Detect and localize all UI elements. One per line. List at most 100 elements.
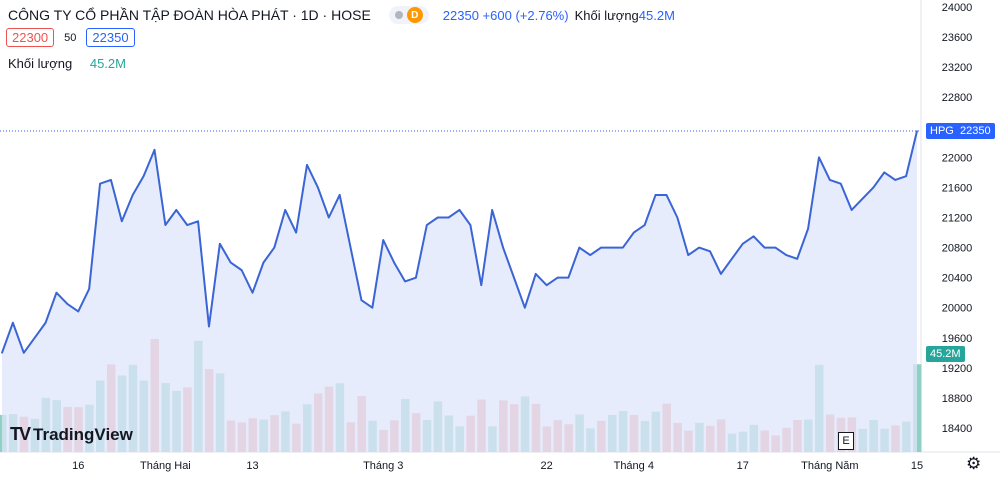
price-point <box>295 231 297 234</box>
price-point <box>22 352 25 354</box>
price-point <box>589 254 592 256</box>
tradingview-logo-text: TradingView <box>33 424 133 444</box>
price-area-fill <box>2 131 917 452</box>
price-label-value: 22350 <box>959 125 991 137</box>
price-point <box>164 224 167 226</box>
bid-button[interactable]: 22300 <box>6 28 55 47</box>
tradingview-logo[interactable]: TV TradingView <box>10 424 133 445</box>
price-point <box>371 306 374 309</box>
price-point <box>382 239 385 241</box>
price-point <box>110 179 112 181</box>
legend-volume-value: 45.2M <box>638 7 675 23</box>
price-point <box>77 310 80 313</box>
price-point <box>741 243 744 245</box>
y-tick-label: 18800 <box>942 393 973 405</box>
price-point <box>600 246 602 249</box>
price-point <box>796 258 798 260</box>
price-point <box>894 179 897 181</box>
price-point <box>197 220 199 223</box>
volume-legend-label: Khối lượng <box>8 56 73 71</box>
x-tick-label: Tháng Năm <box>801 460 858 472</box>
settings-gear-icon[interactable]: ⚙ <box>966 454 982 473</box>
status-dot-icon <box>394 11 403 19</box>
quote-change: 22350 +600 (+2.76%) <box>442 7 569 23</box>
price-point <box>175 209 178 211</box>
price-point <box>262 261 265 264</box>
x-tick-label: 22 <box>541 460 553 472</box>
price-point <box>883 171 886 174</box>
price-point <box>643 224 646 226</box>
price-point <box>850 209 853 211</box>
price-point <box>545 284 548 286</box>
price-point <box>839 182 842 185</box>
price-point <box>916 130 918 132</box>
y-tick-label: 23600 <box>942 32 973 44</box>
price-point <box>88 288 90 290</box>
price-point <box>829 179 831 181</box>
price-point <box>426 224 428 226</box>
price-point <box>131 194 134 196</box>
price-point <box>491 209 493 211</box>
y-tick-label: 21200 <box>942 213 973 225</box>
price-point <box>360 299 363 301</box>
price-point <box>393 261 395 264</box>
price-point <box>687 254 690 256</box>
price-point <box>317 186 319 189</box>
price-point <box>502 246 504 249</box>
legend-volume-label: Khối lượng <box>574 7 639 23</box>
y-tick-label: 19600 <box>942 333 973 345</box>
y-tick-label: 21600 <box>942 182 973 194</box>
price-point <box>763 246 766 249</box>
price-point <box>665 194 668 196</box>
price-point <box>861 197 864 200</box>
price-point <box>480 284 483 286</box>
price-point <box>327 216 330 219</box>
price-point <box>905 175 907 177</box>
x-tick-label: 13 <box>246 460 258 472</box>
spread-value: 50 <box>64 31 77 44</box>
price-point <box>33 336 36 339</box>
price-point <box>676 216 679 219</box>
price-point <box>752 235 755 238</box>
price-point <box>632 231 635 234</box>
price-point <box>338 194 341 196</box>
price-point <box>186 224 188 226</box>
price-point <box>436 216 439 219</box>
volume-price-label: 45.2M <box>926 346 965 362</box>
price-point <box>55 291 58 294</box>
price-point <box>273 246 276 249</box>
price-point <box>66 303 69 305</box>
price-point <box>578 246 581 249</box>
price-point <box>513 276 515 279</box>
price-point <box>611 246 613 249</box>
price-point <box>44 321 47 324</box>
volume-price-label-value: 45.2M <box>930 348 961 360</box>
y-tick-label: 20000 <box>942 303 973 315</box>
earnings-event-badge[interactable]: E <box>838 432 854 450</box>
price-point <box>807 227 809 230</box>
price-point <box>872 186 875 189</box>
volume-legend[interactable]: Khối lượng 45.2M <box>8 56 126 71</box>
price-point <box>785 254 788 256</box>
price-point <box>12 321 14 324</box>
price-point <box>404 280 406 283</box>
symbol-title[interactable]: CÔNG TY CỔ PHẦN TẬP ĐOÀN HÒA PHÁT · 1D ·… <box>8 7 371 23</box>
tradingview-logo-icon: TV <box>10 424 31 444</box>
price-point <box>306 164 308 166</box>
market-status-pill[interactable]: D <box>388 6 429 24</box>
price-point <box>99 182 101 185</box>
ask-button[interactable]: 22350 <box>86 28 135 47</box>
y-tick-label: 22800 <box>942 92 973 104</box>
price-point <box>709 250 711 253</box>
price-point <box>219 243 221 245</box>
price-point <box>524 306 526 309</box>
y-tick-label: 23200 <box>942 62 973 74</box>
price-point <box>121 220 123 223</box>
price-point <box>534 273 537 275</box>
price-point <box>251 291 254 294</box>
price-point <box>240 269 243 271</box>
volume-bar <box>913 364 922 452</box>
x-tick-label: Tháng 4 <box>614 460 654 472</box>
price-point <box>556 276 559 279</box>
